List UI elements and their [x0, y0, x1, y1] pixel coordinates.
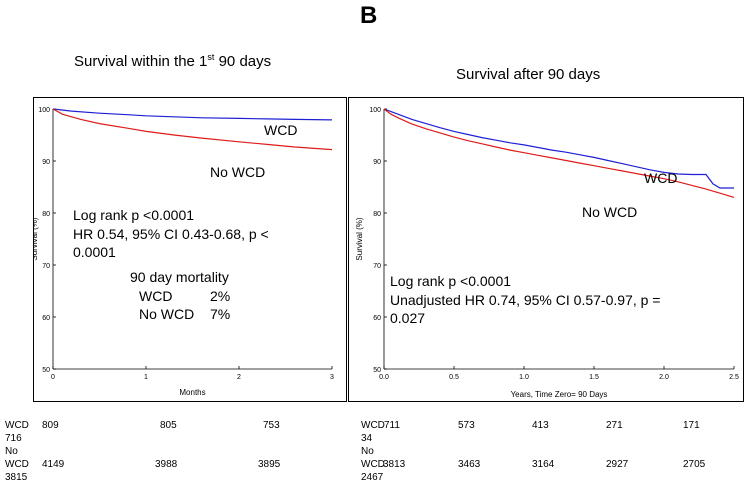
- x-tick-label: 1.5: [589, 374, 599, 381]
- right-chart-title: Survival after 90 days: [456, 66, 601, 83]
- x-axis-label: Months: [179, 388, 205, 397]
- x-tick-label: 1: [144, 374, 148, 381]
- y-axis-label: Survival (%): [355, 217, 364, 260]
- y-tick-label: 100: [38, 107, 50, 114]
- right-risk-row2-value: 2927: [606, 459, 629, 470]
- no-wcd-survival-line: [52, 108, 333, 151]
- y-tick-label: 60: [42, 315, 50, 322]
- panel-letter: B: [360, 2, 378, 29]
- x-tick-label: 1.0: [519, 374, 529, 381]
- left-risk-row2-value: 3895: [258, 459, 281, 470]
- x-tick-label: 2.0: [659, 374, 669, 381]
- right-risk-row2-value: 3463: [458, 459, 481, 470]
- y-tick-label: 50: [373, 367, 381, 374]
- right-wcd-label: WCD: [644, 170, 678, 186]
- y-axis-label: Survival (%): [33, 217, 39, 260]
- y-tick-label: 70: [42, 263, 50, 270]
- right-risk-row2-value: 3813: [383, 459, 406, 470]
- x-tick-label: 3: [330, 374, 334, 381]
- x-tick-label: 0: [51, 374, 55, 381]
- right-risk-row2-label-b: WCD: [361, 459, 385, 470]
- left-title-sup: st: [207, 52, 215, 62]
- wcd-survival-line: [383, 108, 734, 189]
- right-risk-row1-value: 413: [532, 420, 549, 431]
- left-mortality-title: 90 day mortality: [130, 269, 229, 285]
- left-risk-row2-label-a: No: [5, 446, 18, 457]
- y-tick-label: 60: [373, 315, 381, 322]
- right-risk-row1-value: 171: [683, 420, 700, 431]
- x-tick-label: 0.5: [449, 374, 459, 381]
- x-tick-label: 2.5: [729, 374, 739, 381]
- left-risk-row1-label-b: 716: [5, 433, 22, 444]
- right-hr-text-1: Unadjusted HR 0.74, 95% CI 0.57-0.97, p …: [390, 292, 661, 308]
- x-tick-label: 2: [237, 374, 241, 381]
- left-logrank-text: Log rank p <0.0001: [73, 207, 195, 223]
- left-risk-row2-value: 3988: [155, 459, 178, 470]
- x-axis-label: Years, Time Zero= 90 Days: [511, 390, 608, 399]
- right-risk-row1-label-a: WCD: [361, 420, 385, 431]
- left-risk-row1-value: 809: [42, 420, 59, 431]
- left-chart-title: Survival within the 1st 90 days: [74, 52, 271, 70]
- left-title-rest: 90 days: [214, 53, 272, 70]
- left-risk-row1-label-a: WCD: [5, 420, 29, 431]
- left-chart-svg: 50 60 70 80 90 100 0 1 2 3 Months Survival (%): [33, 107, 334, 397]
- right-hr-text-2: 0.027: [390, 310, 426, 326]
- y-tick-label: 100: [369, 107, 381, 114]
- right-risk-row2-label-c: 2467: [361, 472, 384, 483]
- wcd-survival-line: [52, 108, 333, 121]
- left-risk-row2-value: 4149: [42, 459, 65, 470]
- left-wcd-label: WCD: [264, 122, 298, 138]
- left-mort-nowcd-value: 7%: [210, 306, 231, 322]
- left-mort-nowcd-label: No WCD: [139, 306, 195, 322]
- right-chart-svg: 50 60 70 80 90 100 0.0 0.5 1.0 1.5 2.0 2.5 Years, Ti…: [355, 107, 739, 399]
- left-hr-text-2: 0.0001: [73, 244, 116, 260]
- left-nowcd-label: No WCD: [210, 164, 266, 180]
- no-wcd-survival-line: [383, 108, 735, 198]
- right-logrank-text: Log rank p <0.0001: [390, 273, 512, 289]
- y-tick-label: 70: [373, 263, 381, 270]
- left-hr-text-1: HR 0.54, 95% CI 0.43-0.68, p <: [73, 226, 269, 242]
- x-tick-label: 0.0: [379, 374, 389, 381]
- left-risk-row2-label-c: 3815: [5, 472, 28, 483]
- right-risk-row2-value: 2705: [683, 459, 706, 470]
- right-risk-row1-value: 271: [606, 420, 623, 431]
- y-tick-label: 80: [373, 211, 381, 218]
- right-risk-row1-value: 711: [384, 420, 400, 431]
- right-risk-row2-label-a: No: [361, 446, 374, 457]
- left-risk-row2-label-b: WCD: [5, 459, 29, 470]
- right-chart-frame: [348, 97, 744, 402]
- y-tick-label: 50: [42, 367, 50, 374]
- left-risk-row1-value: 805: [160, 420, 177, 431]
- left-risk-row1-value: 753: [263, 420, 280, 431]
- left-mort-wcd-label: WCD: [139, 288, 173, 304]
- left-chart-frame: [33, 97, 347, 402]
- left-title-main: Survival within the 1: [74, 53, 208, 70]
- right-risk-row1-label-b: 34: [361, 433, 373, 444]
- left-mort-wcd-value: 2%: [210, 288, 231, 304]
- y-tick-label: 90: [373, 159, 381, 166]
- right-risk-row2-value: 3164: [532, 459, 555, 470]
- y-tick-label: 90: [42, 159, 50, 166]
- right-nowcd-label: No WCD: [582, 204, 638, 220]
- right-risk-row1-value: 573: [458, 420, 475, 431]
- y-tick-label: 80: [42, 211, 50, 218]
